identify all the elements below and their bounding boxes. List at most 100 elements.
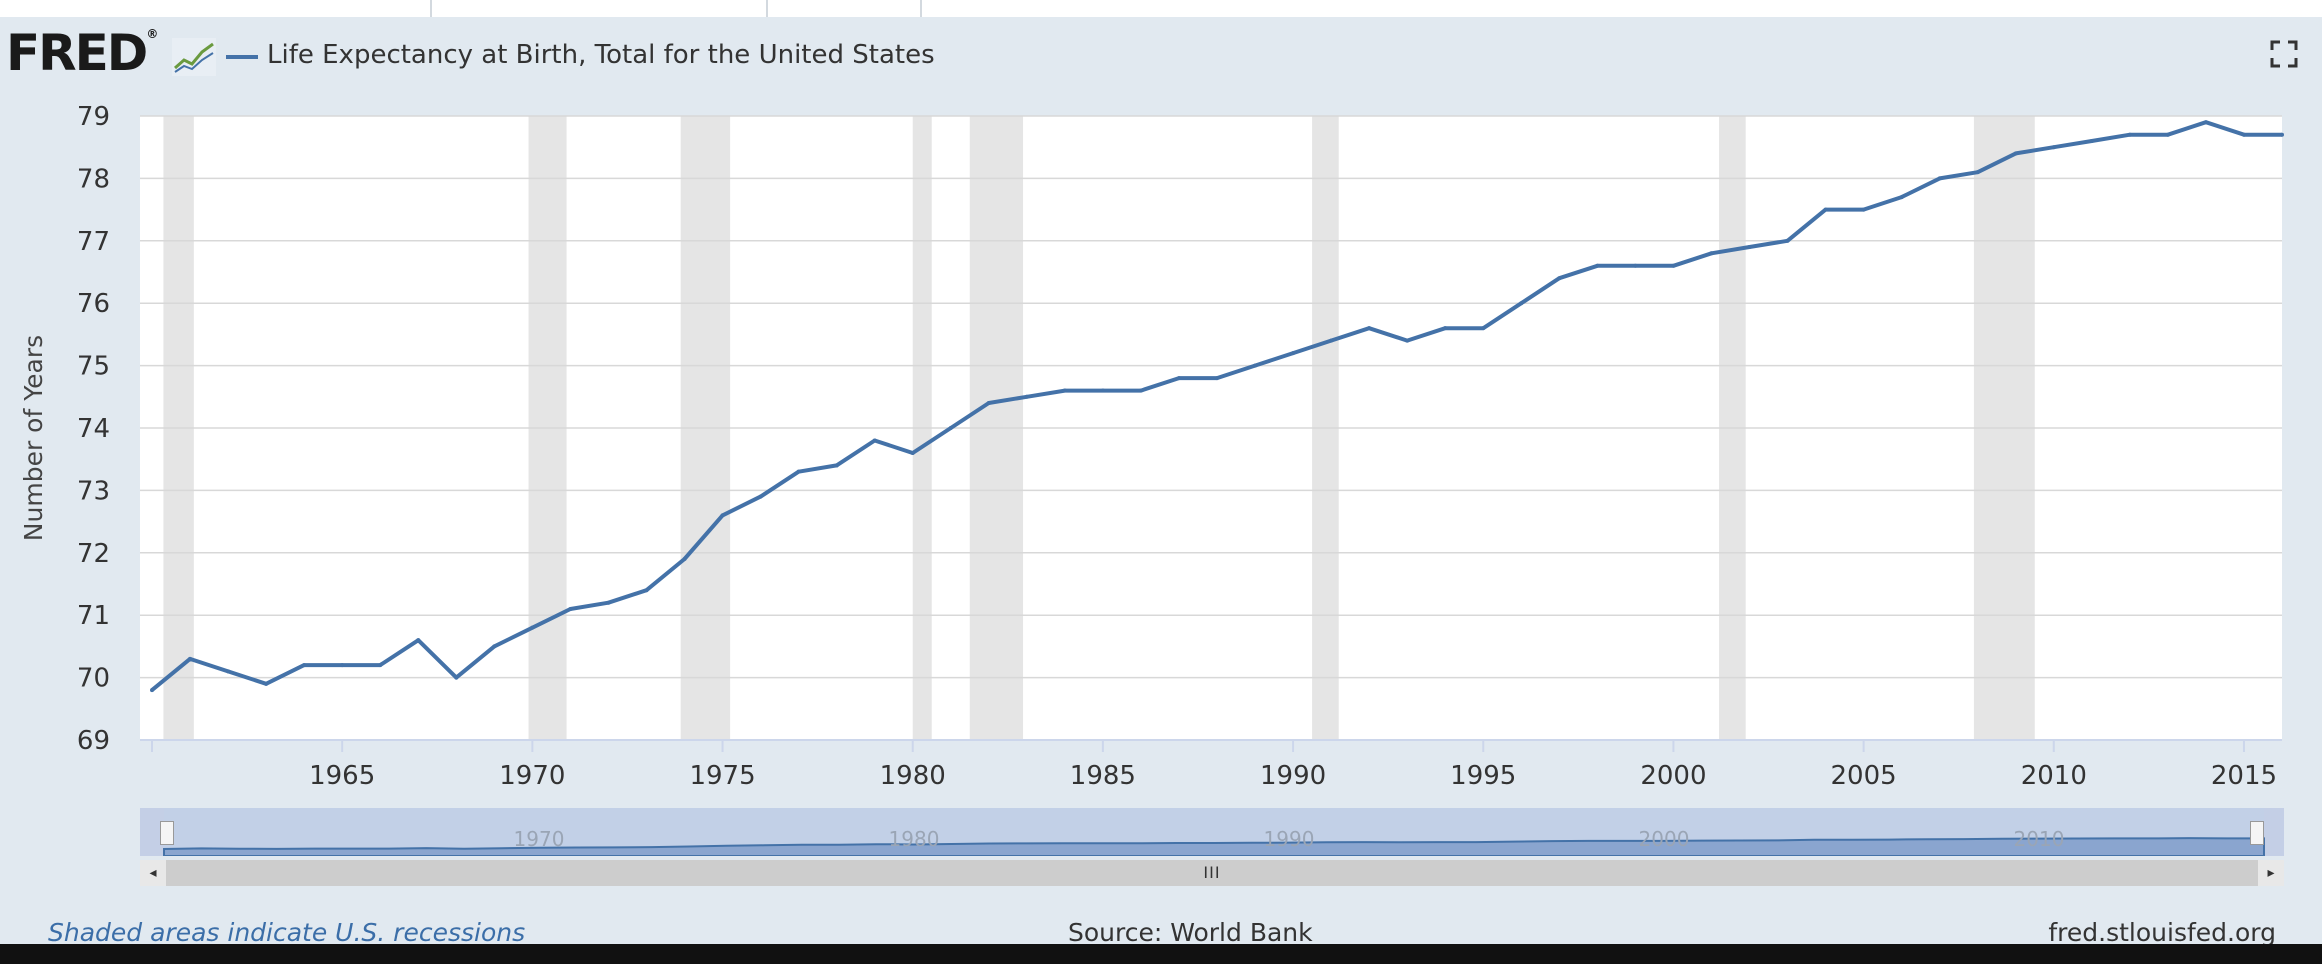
- data-point-2008[interactable]: [1975, 170, 1980, 175]
- data-point-1963[interactable]: [264, 681, 269, 686]
- navigator-area: [163, 837, 2265, 856]
- y-tick-label-79: 79: [77, 102, 110, 132]
- data-point-1988[interactable]: [1215, 376, 1219, 381]
- x-tick-label-1965: 1965: [309, 761, 375, 791]
- tab-divider: [430, 0, 432, 17]
- data-point-1968[interactable]: [454, 675, 459, 680]
- data-point-1961[interactable]: [188, 656, 193, 661]
- legend-series-label[interactable]: Life Expectancy at Birth, Total for the …: [267, 40, 935, 70]
- data-point-1994[interactable]: [1443, 326, 1448, 331]
- data-point-1972[interactable]: [606, 600, 611, 605]
- series-group: [150, 120, 2284, 693]
- navigator-label-2010: 2010: [2014, 827, 2065, 851]
- y-axis-ticks: 69 70 71 72 73 74 75 76 77 78 79: [77, 102, 110, 756]
- y-tick-label-78: 78: [77, 164, 110, 194]
- data-point-1977[interactable]: [796, 469, 801, 474]
- fred-logo-text: FRED: [6, 24, 148, 82]
- data-point-1966[interactable]: [378, 663, 383, 668]
- navigator-label-1990: 1990: [1264, 827, 1315, 851]
- data-point-1993[interactable]: [1405, 338, 1410, 343]
- tab-divider: [920, 0, 922, 17]
- data-point-2002[interactable]: [1747, 245, 1752, 250]
- data-point-2010[interactable]: [2051, 145, 2056, 150]
- data-point-1990[interactable]: [1291, 351, 1296, 356]
- x-tick-label-2005: 2005: [1831, 761, 1897, 791]
- top-tab-strip: [0, 0, 2322, 17]
- data-point-1986[interactable]: [1138, 388, 1143, 393]
- y-tick-label-75: 75: [77, 352, 110, 382]
- y-tick-label-74: 74: [77, 414, 110, 444]
- data-point-2012[interactable]: [2127, 132, 2132, 137]
- y-tick-label-69: 69: [77, 726, 110, 756]
- data-point-1982[interactable]: [986, 401, 991, 406]
- data-point-1973[interactable]: [644, 588, 649, 593]
- y-tick-label-71: 71: [77, 601, 110, 631]
- recession-note-link[interactable]: Shaded areas indicate U.S. recessions: [48, 918, 526, 947]
- scroll-left-button[interactable]: ◂: [140, 860, 166, 886]
- y-tick-label-72: 72: [77, 539, 110, 569]
- data-point-1997[interactable]: [1557, 276, 1562, 281]
- data-point-1965[interactable]: [340, 663, 345, 668]
- data-point-1960[interactable]: [150, 688, 154, 693]
- gridlines: [140, 115, 2282, 741]
- y-tick-label-73: 73: [77, 476, 110, 506]
- data-point-2000[interactable]: [1671, 263, 1676, 268]
- x-tick-label-2015: 2015: [2211, 761, 2277, 791]
- fred-chart-logo-icon: [172, 38, 216, 76]
- range-navigator[interactable]: 1970 1980 1990 2000 2010: [140, 808, 2284, 856]
- data-point-1980[interactable]: [910, 450, 915, 455]
- data-point-1962[interactable]: [226, 669, 231, 674]
- data-point-2011[interactable]: [2089, 138, 2094, 143]
- data-point-1985[interactable]: [1100, 388, 1105, 393]
- data-point-1995[interactable]: [1481, 326, 1486, 331]
- data-point-2009[interactable]: [2013, 151, 2018, 156]
- scroll-thumb[interactable]: III: [166, 860, 2258, 886]
- data-point-1974[interactable]: [682, 557, 687, 562]
- data-point-1999[interactable]: [1633, 263, 1638, 268]
- data-point-1970[interactable]: [530, 625, 535, 630]
- data-point-1981[interactable]: [948, 426, 953, 430]
- x-tick-label-1980: 1980: [880, 761, 946, 791]
- data-point-1987[interactable]: [1176, 376, 1181, 381]
- navigator-label-1980: 1980: [889, 827, 940, 851]
- data-point-2014[interactable]: [2203, 120, 2208, 125]
- data-point-1971[interactable]: [568, 606, 573, 611]
- y-tick-label-76: 76: [77, 289, 110, 319]
- x-tick-label-2000: 2000: [1640, 761, 1706, 791]
- y-axis-label: Number of Years: [19, 335, 48, 541]
- data-point-1978[interactable]: [834, 463, 839, 468]
- data-point-1991[interactable]: [1329, 338, 1334, 343]
- fullscreen-icon[interactable]: [2268, 38, 2300, 70]
- site-url[interactable]: fred.stlouisfed.org: [2048, 918, 2276, 947]
- navigator-right-handle[interactable]: [2250, 821, 2264, 845]
- data-point-1984[interactable]: [1062, 388, 1067, 393]
- data-point-2005[interactable]: [1861, 207, 1866, 212]
- data-point-1992[interactable]: [1367, 326, 1372, 331]
- data-point-1998[interactable]: [1595, 263, 1600, 268]
- data-point-1996[interactable]: [1519, 301, 1524, 306]
- data-point-1967[interactable]: [416, 638, 421, 643]
- data-point-1964[interactable]: [302, 663, 307, 668]
- data-point-2016[interactable]: [2280, 132, 2284, 137]
- data-point-2006[interactable]: [1899, 195, 1904, 200]
- data-point-1976[interactable]: [758, 494, 763, 499]
- data-point-2004[interactable]: [1823, 207, 1828, 212]
- fred-logo[interactable]: FRED®: [6, 28, 158, 78]
- data-point-2013[interactable]: [2165, 132, 2170, 137]
- data-point-1989[interactable]: [1253, 363, 1258, 368]
- registered-mark: ®: [146, 27, 159, 41]
- data-point-1975[interactable]: [720, 513, 725, 518]
- navigator-scrollbar[interactable]: ◂ III ▸: [140, 860, 2284, 886]
- source-text: Source: World Bank: [1068, 918, 1313, 947]
- data-point-1979[interactable]: [872, 438, 877, 443]
- data-point-2007[interactable]: [1937, 176, 1942, 181]
- navigator-left-handle[interactable]: [160, 821, 174, 845]
- scroll-right-button[interactable]: ▸: [2258, 860, 2284, 886]
- data-point-2003[interactable]: [1785, 238, 1790, 243]
- x-tick-label-1975: 1975: [689, 761, 755, 791]
- data-point-1983[interactable]: [1024, 394, 1029, 399]
- data-point-2015[interactable]: [2241, 132, 2246, 137]
- data-point-2001[interactable]: [1709, 251, 1714, 256]
- data-point-1969[interactable]: [492, 644, 497, 649]
- x-axis-ticks: 1965 1970 1975 1980 1985 1990 1995 2000 2005 2010…: [151, 740, 2277, 791]
